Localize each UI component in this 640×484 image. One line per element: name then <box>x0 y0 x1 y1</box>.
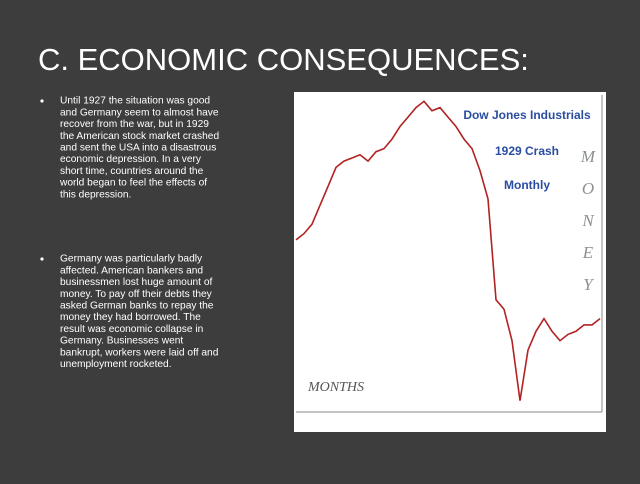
bullet-dot <box>40 257 44 261</box>
bullet-text: Germany was particularly badly <box>60 254 203 265</box>
bullet-text: unemployment rocketed. <box>60 359 172 370</box>
chart-panel <box>294 92 606 432</box>
y-axis-letter: Y <box>583 275 594 294</box>
bullet-text: world began to feel the effects of <box>59 178 207 189</box>
bullet-text: economic depression. In a very <box>60 154 202 165</box>
bullet-text: money. To pay off their debts they <box>60 289 213 300</box>
bullet-text: money they had borrowed. The <box>60 312 201 323</box>
y-axis-letter: O <box>582 179 594 198</box>
bullet-text: recover from the war, but in 1929 <box>60 119 209 130</box>
bullet-text: result was economic collapse in <box>60 324 203 335</box>
bullet-text: and sent the USA into a disastrous <box>60 142 216 153</box>
y-axis-letter: M <box>580 147 596 166</box>
chart-legend-text: Monthly <box>504 178 550 192</box>
bullet-text: bankrupt, workers were laid off and <box>60 347 219 358</box>
chart-legend-text: Dow Jones Industrials <box>463 108 591 122</box>
bullet-text: Until 1927 the situation was good <box>60 96 210 107</box>
price-line <box>295 100 601 401</box>
bullet-text: businessmen lost huge amount of <box>60 277 213 288</box>
y-axis-letter: N <box>581 211 595 230</box>
x-axis-label: MONTHS <box>307 380 364 395</box>
bullet-dot <box>40 99 44 103</box>
bullet-text: affected. American bankers and <box>60 265 203 276</box>
bullet-text: asked German banks to repay the <box>60 300 214 311</box>
bullet-text: this depression. <box>60 189 131 200</box>
chart-legend-text: 1929 Crash <box>495 144 559 158</box>
bullet-text: short time, countries around the <box>60 166 204 177</box>
bullet-text: and Germany seem to almost have <box>60 107 219 118</box>
bullet-text: the American stock market crashed <box>60 131 219 142</box>
slide-title: C. ECONOMIC CONSEQUENCES: <box>38 42 529 77</box>
bullet-text: Germany. Businesses went <box>60 336 183 347</box>
y-axis-letter: E <box>582 243 594 262</box>
